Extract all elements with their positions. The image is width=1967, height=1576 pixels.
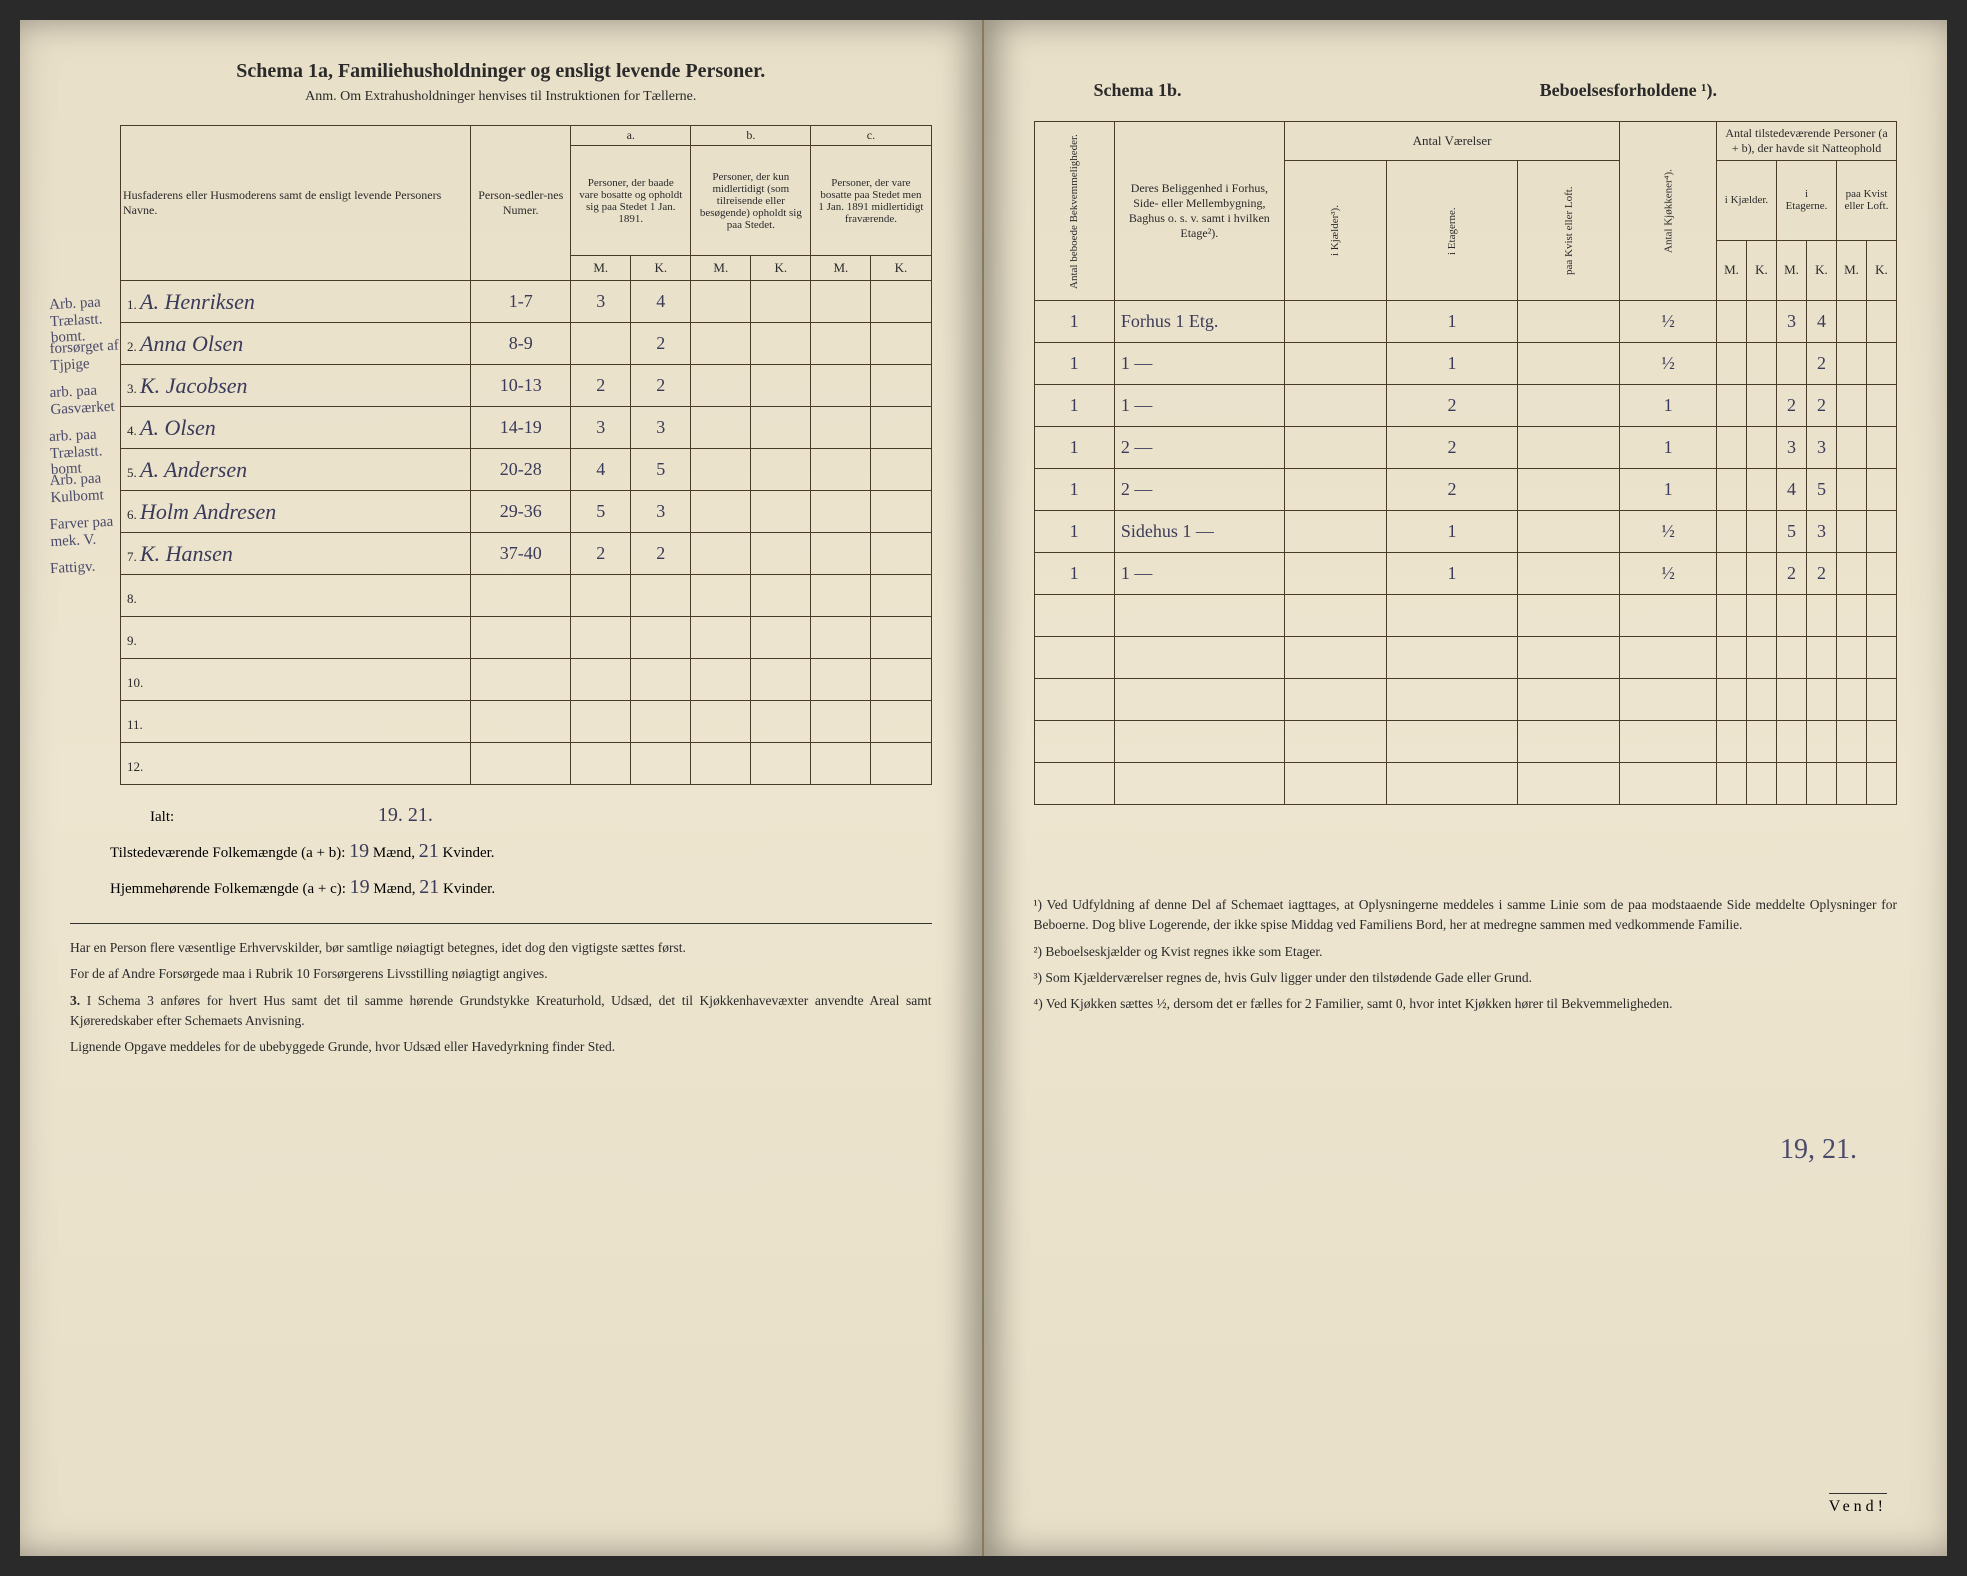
schema-1b-table: Antal beboede Bekvemmeligheder. Deres Be… — [1034, 121, 1898, 805]
table-row: 11 —1½2 — [1034, 343, 1897, 385]
fn-left-3-lead: 3. — [70, 993, 87, 1008]
ialt-values: 19. 21. — [378, 804, 433, 826]
col-a-text: Personer, der baade vare bosatte og opho… — [571, 146, 691, 256]
fn-right-1: ¹) Ved Udfyldning af denne Del af Schema… — [1034, 895, 1898, 936]
table-row — [1034, 763, 1897, 805]
margin-note: Arb. paa Kulbomt — [49, 469, 131, 506]
left-footnotes: Har en Person flere væsentlige Erhvervsk… — [70, 923, 932, 1057]
col-c-text: Personer, der vare bosatte paa Stedet me… — [811, 146, 931, 256]
col-belig: Deres Beliggenhed i Forhus, Side- eller … — [1114, 122, 1284, 301]
col-c-label: c. — [811, 126, 931, 146]
table-row: 2. Anna Olsen8-92 — [121, 323, 932, 365]
schema-1a-subtitle: Anm. Om Extrahusholdninger henvises til … — [70, 89, 932, 105]
table-row: 1. A. Henriksen1-734 — [121, 281, 932, 323]
margin-note: forsørget af Tjpige — [49, 337, 131, 374]
right-page: Schema 1b. Beboelsesforholdene ¹). Antal… — [984, 20, 1948, 1556]
totals-block: Ialt: 19. 21. Tilstedeværende Folkemængd… — [70, 797, 932, 905]
fn-left-3: I Schema 3 anføres for hvert Hus samt de… — [70, 993, 932, 1028]
table-row: 9. — [121, 617, 932, 659]
table-row — [1034, 595, 1897, 637]
col-kk: K. — [1747, 240, 1777, 300]
tot1-end: Kvinder. — [442, 845, 494, 861]
col-vaer: Antal Værelser — [1284, 122, 1619, 161]
col-persons: Antal tilstedeværende Personer (a + b), … — [1717, 122, 1897, 161]
fn-right-3: ³) Som Kjælderværelser regnes de, hvis G… — [1034, 968, 1898, 988]
col-km: M. — [1717, 240, 1747, 300]
col-v-kjael: i Kjælder³). — [1284, 161, 1386, 301]
tot1-label: Tilstedeværende Folkemængde (a + b): — [110, 845, 349, 861]
table-row: 5. A. Andersen20-2845 — [121, 449, 932, 491]
col-bm: M. — [691, 256, 751, 281]
col-lk: K. — [1867, 240, 1897, 300]
table-row: 10. — [121, 659, 932, 701]
table-row — [1034, 721, 1897, 763]
table-row — [1034, 637, 1897, 679]
col-ck: K. — [871, 256, 931, 281]
margin-note: Fattigv. — [50, 557, 131, 578]
col-b-text: Personer, der kun midlertidigt (som tilr… — [691, 146, 811, 256]
fn-right-4: ⁴) Ved Kjøkken sættes ½, dersom det er f… — [1034, 994, 1898, 1014]
col-lm: M. — [1837, 240, 1867, 300]
col-em: M. — [1777, 240, 1807, 300]
fn-left-4: Lignende Opgave meddeles for de ubebygge… — [70, 1037, 932, 1057]
col-b-label: b. — [691, 126, 811, 146]
left-page: Schema 1a, Familiehusholdninger og ensli… — [20, 20, 984, 1556]
tot2-mid: Mænd, — [373, 881, 419, 897]
table-row: 3. K. Jacobsen10-1322 — [121, 365, 932, 407]
table-row: 11. — [121, 701, 932, 743]
ialt-label: Ialt: — [150, 809, 174, 825]
tot2-label: Hjemmehørende Folkemængde (a + c): — [110, 881, 350, 897]
col-p-loft: paa Kvist eller Loft. — [1837, 161, 1897, 241]
table-row: 6. Holm Andresen29-3653 — [121, 491, 932, 533]
col-a-label: a. — [571, 126, 691, 146]
table-row: 11 —1½22 — [1034, 553, 1897, 595]
table-row: 1Forhus 1 Etg.1½34 — [1034, 301, 1897, 343]
margin-note: Farver paa mek. V. — [49, 513, 131, 550]
vendi-label: Vend! — [1829, 1493, 1887, 1516]
col-names: Husfaderens eller Husmoderens samt de en… — [121, 126, 471, 281]
col-ek: K. — [1807, 240, 1837, 300]
table-row: 1Sidehus 1 —1½53 — [1034, 511, 1897, 553]
tot2-m: 19 — [350, 876, 370, 898]
col-am: M. — [571, 256, 631, 281]
table-row: 11 —2122 — [1034, 385, 1897, 427]
table-row: 12 —2133 — [1034, 427, 1897, 469]
schema-1b-title: Beboelsesforholdene ¹). — [1540, 80, 1717, 101]
table-row: 12. — [121, 743, 932, 785]
right-footnotes: ¹) Ved Udfyldning af denne Del af Schema… — [1034, 895, 1898, 1014]
table-row: 8. — [121, 575, 932, 617]
fn-left-1: Har en Person flere væsentlige Erhvervsk… — [70, 938, 932, 958]
schema-1a-table: Husfaderens eller Husmoderens samt de en… — [120, 125, 932, 785]
table-row — [1034, 679, 1897, 721]
tot1-m: 19 — [349, 840, 369, 862]
tot2-end: Kvinder. — [443, 881, 495, 897]
book-spread: Schema 1a, Familiehusholdninger og ensli… — [20, 20, 1947, 1556]
col-ak: K. — [631, 256, 691, 281]
schema-1b-label: Schema 1b. — [1094, 80, 1182, 101]
col-p-etag: i Etagerne. — [1777, 161, 1837, 241]
col-cm: M. — [811, 256, 871, 281]
tot1-mid: Mænd, — [373, 845, 419, 861]
margin-note: arb. paa Gasværket — [49, 381, 131, 418]
col-v-loft: paa Kvist eller Loft. — [1518, 161, 1620, 301]
table-row: 12 —2145 — [1034, 469, 1897, 511]
col-bk: K. — [751, 256, 811, 281]
fn-left-2: For de af Andre Forsørgede maa i Rubrik … — [70, 964, 932, 984]
col-p-kjael: i Kjælder. — [1717, 161, 1777, 241]
col-kjok: Antal Kjøkkener⁴). — [1620, 122, 1717, 301]
tot2-k: 21 — [419, 876, 439, 898]
col-v-etag: i Etagerne. — [1386, 161, 1518, 301]
col-numer: Person-sedler-nes Numer. — [471, 126, 571, 281]
tot1-k: 21 — [419, 840, 439, 862]
table-row: 4. A. Olsen14-1933 — [121, 407, 932, 449]
col-bekv: Antal beboede Bekvemmeligheder. — [1034, 122, 1114, 301]
fn-right-2: ²) Beboelseskjælder og Kvist regnes ikke… — [1034, 942, 1898, 962]
table-row: 7. K. Hansen37-4022 — [121, 533, 932, 575]
schema-1a-title: Schema 1a, Familiehusholdninger og ensli… — [70, 60, 932, 83]
hand-total-right: 19, 21. — [1780, 1134, 1857, 1166]
